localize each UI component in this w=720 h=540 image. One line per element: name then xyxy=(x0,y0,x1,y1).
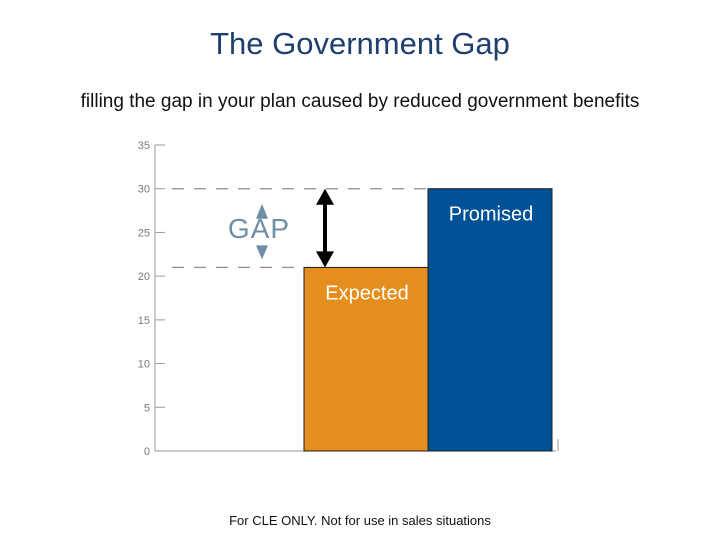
y-tick-label: 35 xyxy=(138,140,150,152)
bar-label-expected: Expected xyxy=(325,282,408,304)
gap-up-triangle xyxy=(256,203,268,219)
y-tick-label: 15 xyxy=(138,315,150,327)
bar-expected xyxy=(303,266,429,452)
bar-label-promised: Promised xyxy=(449,204,533,226)
slide-subtitle: filling the gap in your plan caused by r… xyxy=(80,91,640,112)
y-tick-label: 25 xyxy=(138,227,150,239)
y-tick-label: 30 xyxy=(138,184,150,196)
gap-label: GAP xyxy=(228,213,290,244)
gap-arrow-head-up xyxy=(316,188,334,205)
footer-disclaimer: For CLE ONLY. Not for use in sales situa… xyxy=(229,513,491,528)
y-tick-label: 0 xyxy=(144,446,150,458)
y-tick-label: 5 xyxy=(144,402,150,414)
y-tick-label: 10 xyxy=(138,359,150,371)
gap-down-triangle xyxy=(256,245,268,260)
y-tick-label: 20 xyxy=(138,271,150,283)
bar-promised xyxy=(427,188,553,452)
gap-arrow-head-down xyxy=(316,251,334,268)
slide-title: The Government Gap xyxy=(210,26,510,61)
